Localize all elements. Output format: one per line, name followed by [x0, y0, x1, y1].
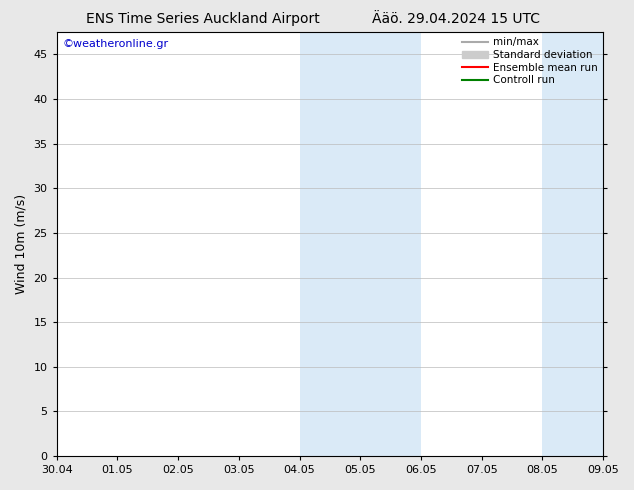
- Bar: [299, 32, 360, 456]
- Bar: [360, 32, 421, 456]
- Text: Ääö. 29.04.2024 15 UTC: Ääö. 29.04.2024 15 UTC: [373, 12, 540, 26]
- Bar: [543, 32, 603, 456]
- Text: ENS Time Series Auckland Airport: ENS Time Series Auckland Airport: [86, 12, 320, 26]
- Legend: min/max, Standard deviation, Ensemble mean run, Controll run: min/max, Standard deviation, Ensemble me…: [459, 34, 601, 88]
- Y-axis label: Wind 10m (m/s): Wind 10m (m/s): [15, 194, 28, 294]
- Text: ©weatheronline.gr: ©weatheronline.gr: [62, 39, 168, 49]
